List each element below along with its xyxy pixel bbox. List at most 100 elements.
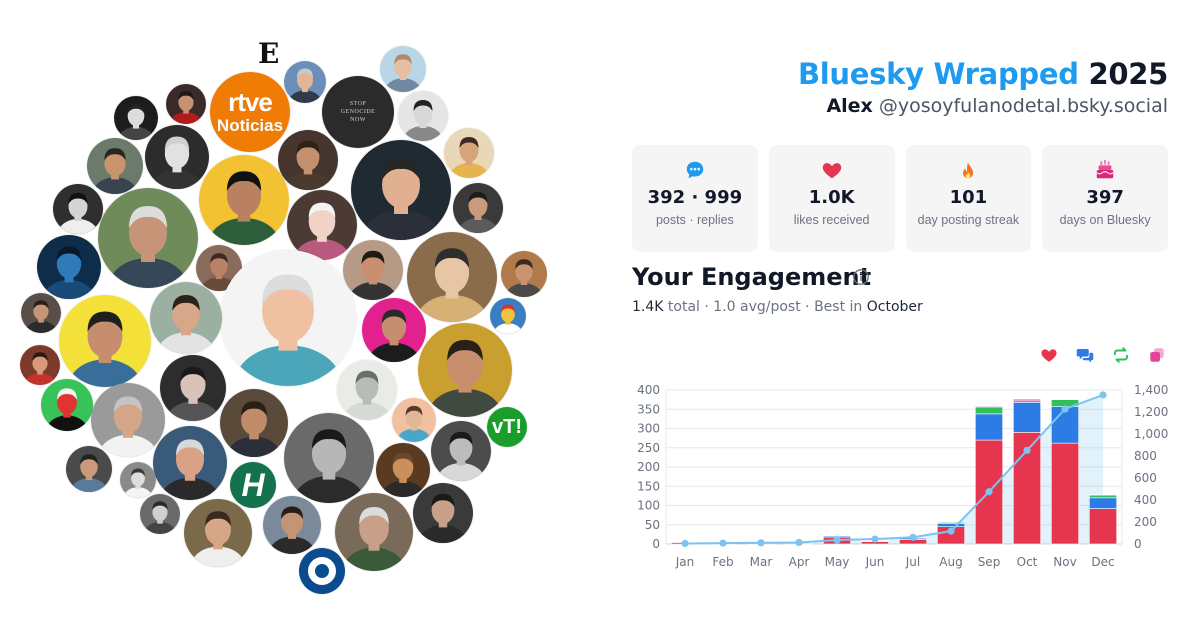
person-icon [284,413,374,503]
stat-value: 101 [949,187,988,208]
stat-card-likes: 1.0K likes received [768,145,895,252]
person-icon [418,323,512,417]
user-avatar[interactable] [53,184,103,234]
h-logo-avatar[interactable]: H [230,462,276,508]
user-avatar[interactable] [501,251,547,297]
user-avatar[interactable] [284,61,326,103]
user-avatar[interactable] [166,84,206,124]
reposts-bar [937,522,965,524]
brand-title: Bluesky Wrapped [797,57,1079,91]
person-icon [343,240,403,300]
user-avatar[interactable] [184,499,252,567]
user-avatar[interactable] [376,443,430,497]
user-avatar[interactable] [59,295,151,387]
user-avatar[interactable] [91,383,165,457]
user-avatar[interactable] [153,426,227,500]
person-icon [220,389,288,457]
user-avatar[interactable] [145,125,209,189]
user-avatar[interactable] [21,293,61,333]
user-avatar[interactable] [37,235,101,299]
user-avatar[interactable] [41,379,93,431]
rtve-logo-avatar[interactable]: rtve Noticias [210,72,290,152]
engagement-avg-word: avg/post [740,299,801,315]
user-avatar[interactable] [278,130,338,190]
stop-genocide-avatar[interactable]: STOP GENOCIDE NOW [322,76,394,148]
y-tick-label: 400 [637,383,660,397]
user-avatar[interactable] [418,323,512,417]
user-avatar[interactable] [335,493,413,571]
engagement-total-word: total [667,299,700,315]
engagement-best-month: October [866,299,923,315]
y-tick-label: 150 [637,479,660,493]
info-icon[interactable] [852,268,870,286]
user-avatar[interactable] [490,298,526,334]
cumulative-point [947,527,955,535]
avatar-text: GENOCIDE [340,109,376,115]
user-avatar[interactable] [263,496,321,554]
person-icon [431,421,491,481]
newspaper-logo[interactable]: E [258,37,280,70]
user-avatar[interactable] [392,398,436,442]
cumulative-point [681,539,689,548]
quotes-legend-icon[interactable] [1148,346,1166,364]
stat-value: 392 · 999 [647,187,743,208]
user-avatar[interactable] [114,96,158,140]
rtve-logo-text: rtve [228,87,273,117]
stats-row: 392 · 999 posts · replies 1.0K likes rec… [632,145,1168,252]
likes-bar [1089,508,1117,545]
avatar-text: STOP [349,101,367,107]
user-avatar[interactable] [98,188,198,288]
engagement-total: 1.4K [632,299,664,315]
stat-value: 397 [1086,187,1124,208]
person-icon [337,360,397,420]
person-icon [37,235,101,299]
person-icon [444,128,494,178]
stat-card-days: 397 days on Bluesky [1042,145,1168,252]
stat-card-posts: 392 · 999 posts · replies [632,145,758,252]
user-avatar[interactable] [337,360,397,420]
user-avatar[interactable] [431,421,491,481]
user-handle[interactable]: @yosoyfulanodetal.bsky.social [878,95,1168,117]
person-icon [362,298,426,362]
reposts-bar [975,406,1003,415]
y-tick-label: 250 [637,441,660,455]
user-avatar[interactable] [87,138,143,194]
user-name: Alex [826,95,873,117]
user-avatar[interactable] [120,462,156,498]
cumulative-point [833,536,841,544]
user-avatar[interactable] [380,46,426,92]
user-avatar[interactable] [343,240,403,300]
user-avatar[interactable] [66,446,112,492]
user-avatar[interactable] [398,91,448,141]
user-avatar[interactable] [150,282,222,354]
user-avatar[interactable] [362,298,426,362]
user-avatar[interactable] [20,345,60,385]
replies-legend-icon[interactable] [1076,346,1094,364]
cumulative-line [684,394,1104,545]
user-avatar[interactable] [287,190,357,260]
likes-bar [1051,442,1079,545]
replies-bar [937,523,965,527]
user-avatar[interactable] [220,389,288,457]
user-avatar[interactable] [220,250,356,386]
vt-logo-avatar[interactable]: vT! [487,407,527,447]
person-icon [114,96,158,140]
x-tick-label: Apr [789,555,810,569]
user-avatar[interactable] [160,355,226,421]
user-avatar[interactable] [413,483,473,543]
user-avatar[interactable] [407,232,497,322]
user-avatar[interactable] [444,128,494,178]
ring-logo-avatar[interactable] [299,548,345,594]
user-avatar[interactable] [284,413,374,503]
y-tick-label: 350 [637,402,660,416]
x-tick-label: Aug [939,555,962,569]
user-avatar[interactable] [351,140,451,240]
person-icon [284,61,326,103]
engagement-title: Your Engagement [632,263,872,291]
x-tick-label: Jan [675,555,695,569]
user-avatar[interactable] [453,183,503,233]
user-avatar[interactable] [140,494,180,534]
reposts-legend-icon[interactable] [1112,346,1130,364]
user-avatar[interactable] [199,155,289,245]
likes-legend-icon[interactable] [1040,346,1058,364]
